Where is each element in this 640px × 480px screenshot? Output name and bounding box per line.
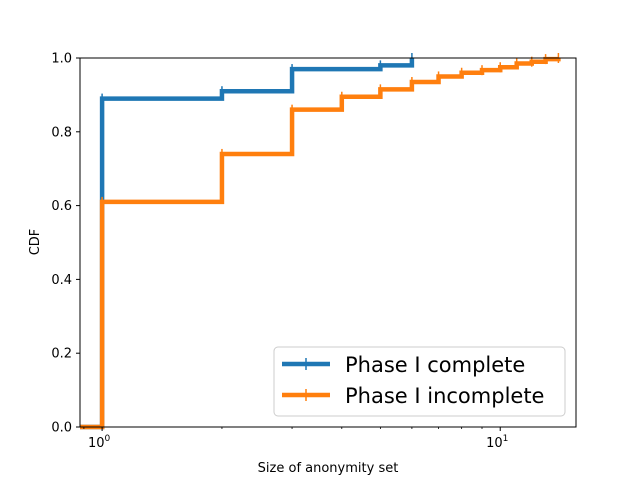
legend-box xyxy=(273,346,566,417)
legend-label-incomplete: Phase I incomplete xyxy=(345,384,544,408)
legend-label-complete: Phase I complete xyxy=(345,353,525,377)
y-tick-label: 0.6 xyxy=(51,199,72,214)
y-tick-label: 1.0 xyxy=(51,52,72,67)
x-tick-label: 101 xyxy=(486,434,508,451)
x-tick-label: 100 xyxy=(88,434,111,451)
plot-frame xyxy=(79,57,577,428)
y-tick-label: 0.2 xyxy=(51,347,72,362)
y-axis-label: CDF xyxy=(28,229,43,256)
y-tick-label: 0.8 xyxy=(51,125,72,140)
y-tick-label: 0.4 xyxy=(51,273,72,288)
y-tick-label: 0.0 xyxy=(51,421,72,436)
legend: Phase I complete Phase I incomplete xyxy=(273,346,566,417)
x-axis-label: Size of anonymity set xyxy=(258,461,399,476)
ticks-layer: 0.0 0.2 0.4 0.6 0.8 1.0 100 101 xyxy=(51,52,508,452)
series-layer xyxy=(80,53,561,430)
